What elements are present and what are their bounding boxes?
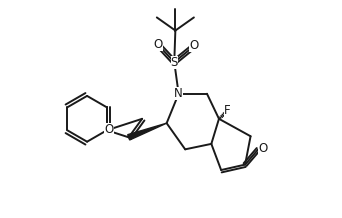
Text: O: O bbox=[189, 39, 198, 52]
Text: O: O bbox=[153, 38, 162, 51]
Text: O: O bbox=[258, 142, 267, 155]
Text: F: F bbox=[224, 104, 231, 117]
Text: N: N bbox=[174, 87, 183, 100]
Text: O: O bbox=[104, 123, 114, 136]
Text: S: S bbox=[171, 56, 178, 69]
Polygon shape bbox=[128, 123, 167, 140]
